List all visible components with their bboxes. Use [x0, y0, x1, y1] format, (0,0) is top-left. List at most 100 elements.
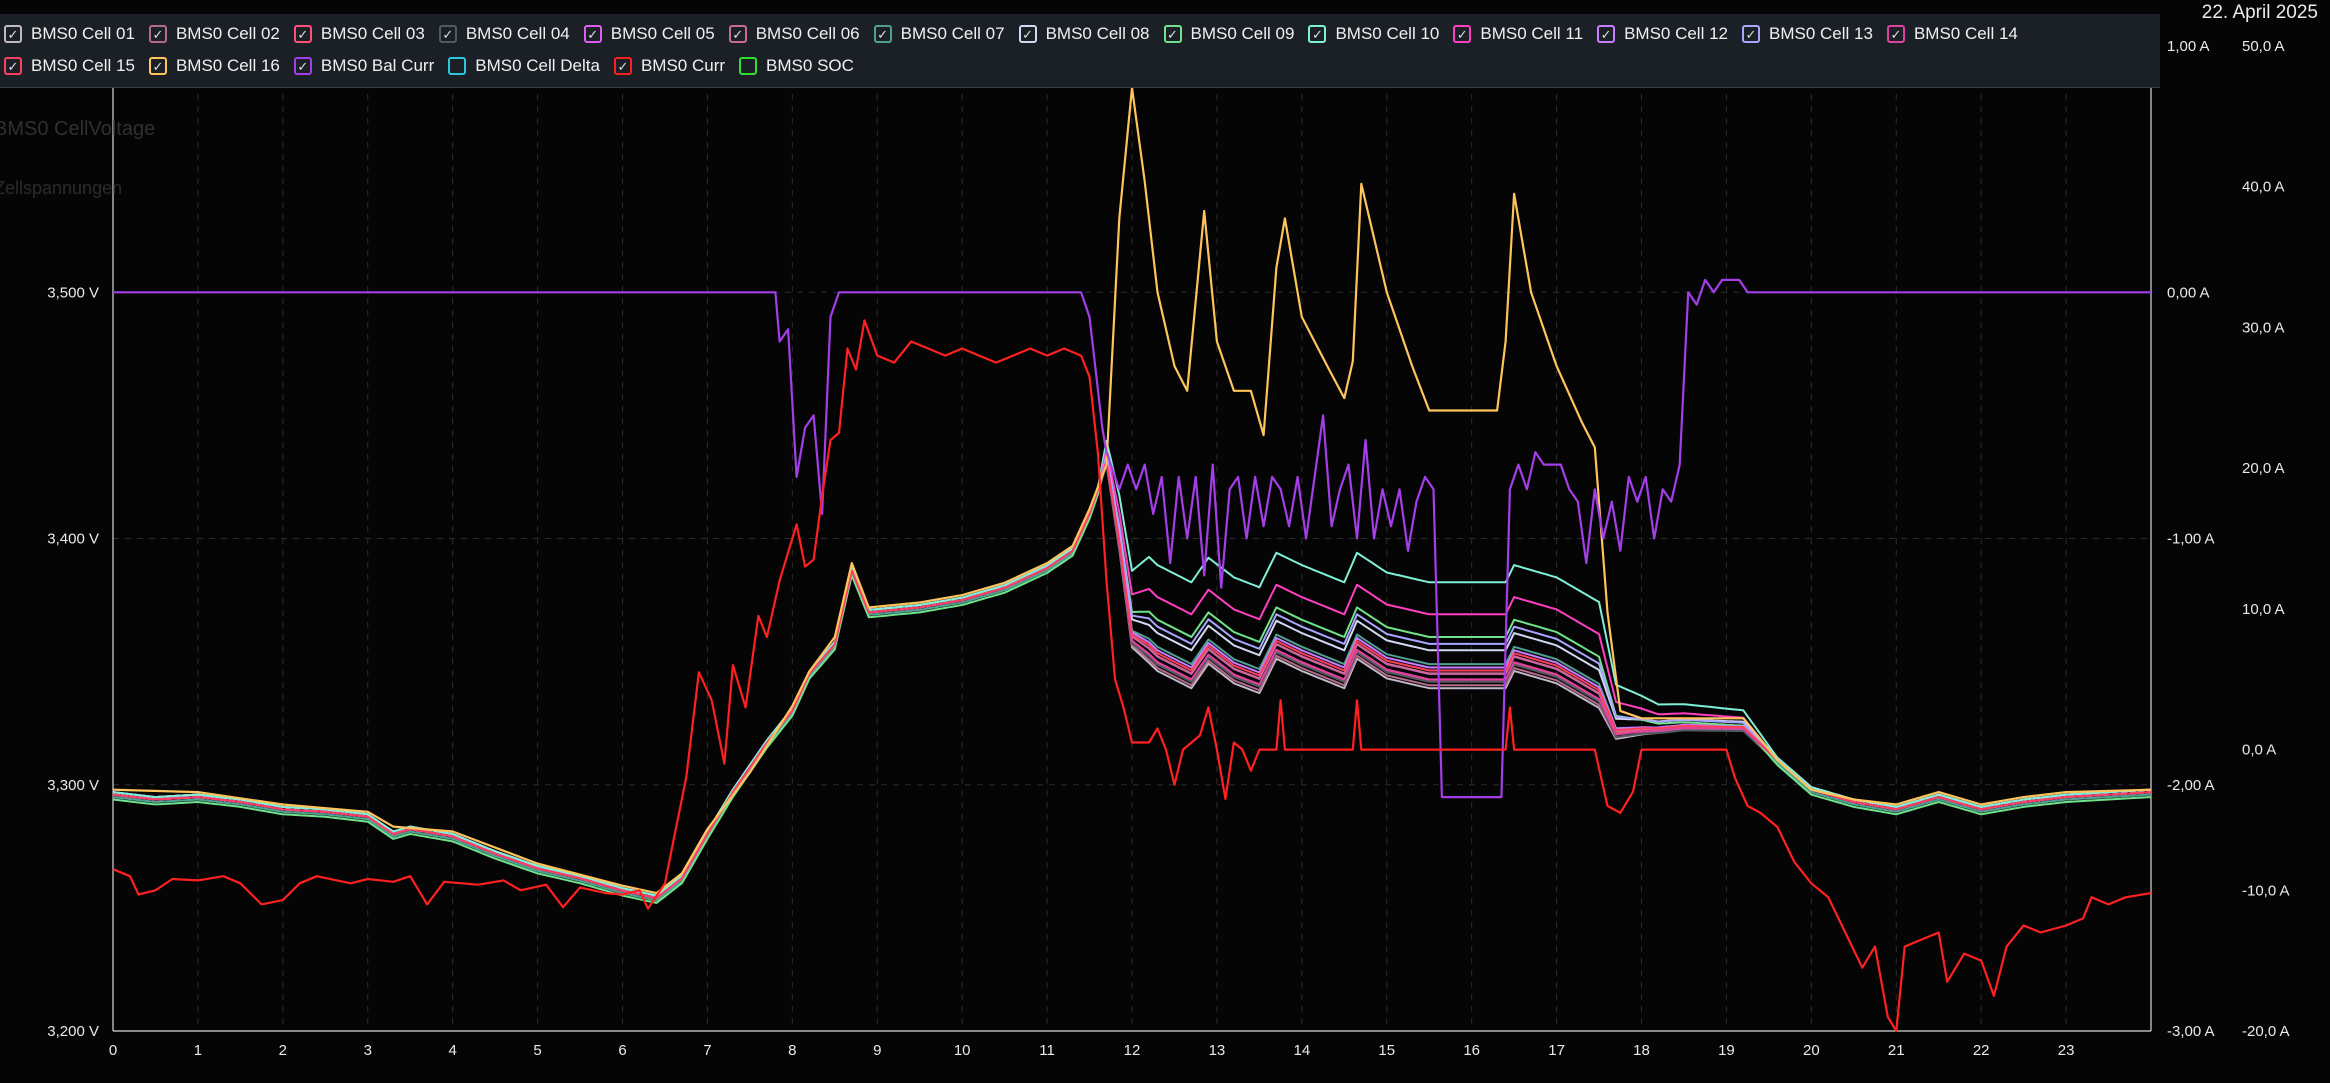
x-tick-label: 19: [1718, 1042, 1735, 1059]
x-tick-label: 2: [279, 1042, 287, 1059]
legend-label: BMS0 Cell Delta: [475, 56, 600, 75]
legend-label: BMS0 Cell 13: [1769, 24, 1873, 43]
legend-item-bms0-cell-11[interactable]: ✓ BMS0 Cell 11: [1453, 18, 1583, 50]
x-tick-label: 10: [954, 1042, 971, 1059]
x-tick-label: 18: [1633, 1042, 1650, 1059]
legend-label: BMS0 Cell 01: [31, 24, 135, 43]
x-tick-label: 15: [1378, 1042, 1395, 1059]
y-bal-tick-label: -1,00 A: [2167, 531, 2215, 548]
legend-item-bms0-cell-08[interactable]: ✓ BMS0 Cell 08: [1018, 18, 1150, 50]
legend-label: BMS0 Bal Curr: [320, 56, 435, 75]
legend-checkbox-empty-icon[interactable]: [739, 57, 758, 75]
legend-label: BMS0 Cell 06: [755, 24, 860, 43]
legend-checkbox-checked-icon[interactable]: ✓: [4, 57, 22, 75]
legend-label: BMS0 Cell 14: [1913, 24, 2018, 43]
legend-checkbox-checked-icon[interactable]: ✓: [438, 25, 457, 43]
x-tick-label: 14: [1293, 1042, 1310, 1059]
legend-label: BMS0 Cell 05: [610, 24, 715, 43]
legend-checkbox-checked-icon[interactable]: ✓: [148, 57, 167, 75]
legend-checkbox-checked-icon[interactable]: ✓: [1308, 25, 1327, 43]
legend-item-bms0-cell-16[interactable]: ✓ BMS0 Cell 16: [148, 50, 280, 82]
legend-checkbox-checked-icon[interactable]: ✓: [1163, 25, 1182, 43]
legend-label: BMS0 Cell 04: [465, 24, 570, 43]
legend-checkbox-checked-icon[interactable]: ✓: [1018, 25, 1037, 43]
legend-item-bms0-soc[interactable]: BMS0 SOC: [739, 50, 854, 82]
x-tick-label: 5: [533, 1042, 541, 1059]
legend-item-bms0-cell-01[interactable]: ✓ BMS0 Cell 01: [4, 18, 135, 50]
legend-label: BMS0 Cell 11: [1480, 24, 1584, 43]
legend-item-bms0-cell-03[interactable]: ✓ BMS0 Cell 03: [293, 18, 425, 50]
legend-item-bms0-curr[interactable]: ✓ BMS0 Curr: [613, 50, 725, 82]
legend-label: BMS0 Cell 07: [900, 24, 1005, 43]
legend-label: BMS0 Cell 08: [1045, 24, 1150, 43]
grid-layer: [113, 46, 2151, 1031]
date-label: 22. April 2025: [2201, 2, 2318, 23]
series-line-bms0-bal-curr: [113, 278, 2151, 799]
y-left-tick-label: 3,200 V: [47, 1023, 99, 1040]
legend-item-bms0-cell-07[interactable]: ✓ BMS0 Cell 07: [873, 18, 1005, 50]
x-tick-label: 1: [194, 1042, 202, 1059]
x-tick-label: 17: [1548, 1042, 1565, 1059]
y-bal-tick-label: 0,00 A: [2167, 284, 2210, 301]
legend-checkbox-checked-icon[interactable]: ✓: [293, 25, 312, 43]
series-line-bms0-cell-10: [112, 439, 2152, 897]
y-curr-tick-label: 50,0 A: [2242, 38, 2285, 55]
x-tick-label: 12: [1124, 1042, 1141, 1059]
series-line-bms0-cell-16: [112, 86, 2152, 895]
ghost-panel-subtitle: Zellspannungen: [0, 178, 123, 198]
legend-checkbox-checked-icon[interactable]: ✓: [873, 25, 892, 43]
legend-item-bms0-cell-02[interactable]: ✓ BMS0 Cell 02: [148, 18, 280, 50]
legend-checkbox-checked-icon[interactable]: ✓: [4, 25, 22, 43]
legend-checkbox-checked-icon[interactable]: ✓: [583, 25, 602, 43]
legend-label: BMS0 SOC: [766, 56, 854, 75]
x-tick-label: 7: [703, 1042, 711, 1059]
legend-item-bms0-cell-05[interactable]: ✓ BMS0 Cell 05: [583, 18, 715, 50]
y-left-tick-label: 3,500 V: [47, 284, 99, 301]
legend-label: BMS0 Cell 16: [175, 56, 280, 75]
legend-checkbox-checked-icon[interactable]: ✓: [148, 25, 167, 43]
legend-checkbox-checked-icon[interactable]: ✓: [1597, 25, 1616, 43]
x-tick-label: 22: [1973, 1042, 1990, 1059]
chart-legend: ✓ BMS0 Cell 01 ✓ BMS0 Cell 02 ✓ BMS0 Cell 03 ✓…: [0, 14, 2160, 88]
legend-item-bms0-cell-12[interactable]: ✓ BMS0 Cell 12: [1597, 18, 1728, 50]
legend-label: BMS0 Cell 09: [1190, 24, 1295, 43]
series-layer: [112, 86, 2152, 1033]
legend-item-bms0-cell-04[interactable]: ✓ BMS0 Cell 04: [438, 18, 570, 50]
legend-item-bms0-cell-delta[interactable]: BMS0 Cell Delta: [448, 50, 600, 82]
legend-item-bms0-cell-13[interactable]: ✓ BMS0 Cell 13: [1742, 18, 1873, 50]
legend-checkbox-checked-icon[interactable]: ✓: [613, 57, 632, 75]
x-tick-label: 4: [448, 1042, 456, 1059]
x-tick-label: 3: [364, 1042, 372, 1059]
y-curr-tick-label: 10,0 A: [2242, 601, 2285, 618]
y-curr-tick-label: -20,0 A: [2242, 1023, 2290, 1040]
legend-checkbox-checked-icon[interactable]: ✓: [1453, 25, 1472, 43]
y-bal-tick-label: -3,00 A: [2167, 1023, 2215, 1040]
x-tick-label: 9: [873, 1042, 881, 1059]
legend-checkbox-empty-icon[interactable]: [448, 57, 467, 75]
legend-checkbox-checked-icon[interactable]: ✓: [1742, 25, 1760, 43]
x-tick-label: 13: [1209, 1042, 1226, 1059]
legend-item-bms0-bal-curr[interactable]: ✓ BMS0 Bal Curr: [293, 50, 435, 82]
x-tick-label: 6: [618, 1042, 626, 1059]
legend-item-bms0-cell-15[interactable]: ✓ BMS0 Cell 15: [4, 50, 135, 82]
x-tick-label: 11: [1039, 1042, 1055, 1059]
x-tick-label: 0: [109, 1042, 117, 1059]
legend-item-bms0-cell-09[interactable]: ✓ BMS0 Cell 09: [1163, 18, 1295, 50]
ghost-panel-title: BMS0 CellVoltage: [0, 118, 156, 140]
legend-item-bms0-cell-14[interactable]: ✓ BMS0 Cell 14: [1886, 18, 2018, 50]
y-bal-tick-label: 1,00 A: [2167, 38, 2210, 55]
x-tick-label: 16: [1463, 1042, 1480, 1059]
y-left-tick-label: 3,400 V: [47, 531, 99, 548]
x-tick-label: 23: [2058, 1042, 2075, 1059]
y-bal-tick-label: -2,00 A: [2167, 777, 2215, 794]
y-curr-tick-label: 0,0 A: [2242, 742, 2276, 759]
legend-checkbox-checked-icon[interactable]: ✓: [293, 57, 312, 75]
legend-item-bms0-cell-06[interactable]: ✓ BMS0 Cell 06: [728, 18, 860, 50]
legend-checkbox-checked-icon[interactable]: ✓: [1886, 25, 1905, 43]
y-curr-tick-label: 40,0 A: [2242, 179, 2285, 196]
x-tick-label: 20: [1803, 1042, 1820, 1059]
legend-item-bms0-cell-10[interactable]: ✓ BMS0 Cell 10: [1308, 18, 1439, 50]
x-tick-label: 21: [1888, 1042, 1905, 1059]
legend-checkbox-checked-icon[interactable]: ✓: [728, 25, 747, 43]
